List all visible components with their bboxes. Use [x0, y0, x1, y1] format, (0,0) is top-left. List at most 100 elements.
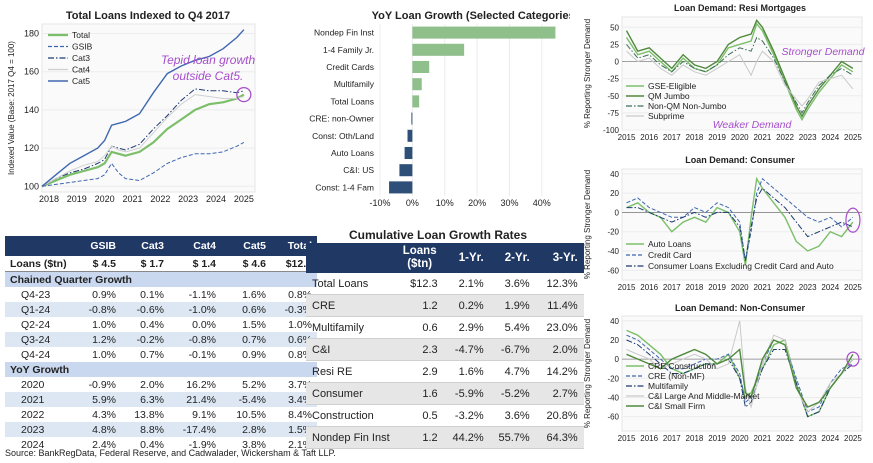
table-row: Total Loans $12.3 2.1% 3.6% 12.3%: [306, 273, 584, 295]
table-row: 2022 4.3% 13.8% 9.1% 10.5% 8.4%: [5, 407, 317, 422]
resi-mortgage-demand-chart: Loan Demand: Resi Mortgages -100 -75 -50 -25…: [583, 3, 866, 142]
cumulative-header-cell: 1-Yr.: [443, 243, 490, 273]
table-cell: $ 1.4: [169, 256, 221, 272]
y-axis-label: Indexed Value (Base: 2017 Q4 = 100): [7, 41, 16, 175]
table-cell: 10.5%: [236, 408, 266, 421]
cumulative-header-cell: 3-Yr.: [535, 243, 584, 273]
y-tick-label: -60: [607, 266, 619, 275]
bar: [412, 26, 556, 39]
x-tick-label: 2021: [122, 194, 142, 204]
table-cell: 0.6: [395, 316, 444, 339]
x-tick-label: 2021: [753, 434, 771, 443]
row-label: Loans ($tn): [5, 256, 73, 272]
bar: [407, 129, 413, 142]
source-note: Source: BankRegData, Federal Reserve, an…: [5, 448, 336, 458]
x-tick-label: 30%: [500, 198, 518, 208]
x-tick-label: 2025: [844, 133, 862, 142]
legend-label: Consumer Loans Excluding Credit Card and…: [648, 261, 834, 271]
x-tick-label: 40%: [533, 198, 551, 208]
plot-area: [41, 23, 256, 193]
table-cell: 2.9%: [443, 316, 490, 339]
y-tick-label: 0: [615, 208, 620, 217]
row-label: Q1-24: [5, 302, 73, 317]
table-cell: -0.9%: [88, 378, 116, 391]
table-cell: 0.4%: [140, 438, 164, 451]
x-tick-label: 2023: [799, 133, 817, 142]
table-cell: -6.7%: [489, 338, 536, 361]
x-tick-label: 2019: [708, 283, 726, 292]
legend-label: Subprime: [648, 111, 685, 121]
row-label: Resi RE: [306, 360, 396, 383]
table-row: Q4-23 0.9% 0.1% -1.1% 1.6% 0.8%: [5, 287, 317, 302]
row-label: Total Loans: [306, 273, 396, 295]
table-cell: -0.6%: [121, 302, 169, 317]
summary-header-row: GSIB Cat3 Cat4 Cat5 Total: [5, 236, 317, 256]
table-cell: 6.3%: [121, 392, 169, 407]
row-label: 2024: [21, 438, 45, 451]
table-row: 2023 4.8% 8.8% -17.4% 2.8% 1.5%: [5, 422, 317, 437]
table-cell: -0.1%: [188, 348, 216, 361]
table-cell: 0.6%: [221, 302, 271, 317]
x-tick-label: 2022: [776, 434, 794, 443]
cumulative-header-cell: Loans ($tn): [395, 243, 444, 273]
table-cell: 1.6%: [443, 360, 490, 383]
series-line: [626, 339, 854, 418]
row-label: 2020: [21, 378, 45, 391]
table-cell: 16.2%: [186, 378, 216, 391]
y-tick-label: -75: [607, 109, 619, 118]
row-label: Q3-24: [5, 332, 73, 347]
cumulative-header-cell: 2-Yr.: [489, 243, 536, 273]
table-cell: 0.5: [395, 404, 444, 427]
table-cell: $ 4.5: [73, 256, 121, 272]
row-label: 2022: [21, 408, 45, 421]
y-tick-label: 0: [615, 355, 620, 364]
table-cell: 2.3: [395, 338, 444, 361]
legend-label: Auto Loans: [648, 239, 691, 249]
table-cell: 64.3%: [535, 426, 584, 449]
cumulative-table-container: Cumulative Loan Growth Rates Loans ($tn)…: [306, 228, 584, 449]
bar: [412, 95, 420, 108]
table-cell: 13.8%: [134, 408, 164, 421]
annotation-stronger: Stronger Demand: [782, 46, 866, 58]
table-cell: 23.0%: [535, 316, 584, 339]
section-title: YoY Growth: [5, 362, 317, 377]
table-cell: 5.4%: [489, 316, 536, 339]
table-row: Nondep Fin Inst 1.2 44.2% 55.7% 64.3%: [306, 426, 584, 449]
chart-title: YoY Loan Growth (Selected Categories): [372, 10, 570, 22]
category-label: Credit Cards: [326, 62, 374, 72]
table-cell: 1.2: [395, 426, 444, 449]
y-tick-label: -60: [607, 413, 619, 422]
legend-label: Cat4: [72, 65, 90, 75]
table-cell: -0.2%: [121, 332, 169, 347]
x-tick-label: 2022: [150, 194, 170, 204]
x-tick-label: 2017: [663, 434, 681, 443]
y-axis-label: % Reporting Stronger Demand: [583, 319, 592, 428]
table-cell: -1.0%: [169, 302, 221, 317]
row-label: Construction: [306, 404, 396, 427]
table-cell: 2.9: [395, 360, 444, 383]
table-cell: 3.8%: [242, 438, 266, 451]
x-tick-label: 20%: [468, 198, 486, 208]
table-cell: 1.6%: [242, 288, 266, 301]
category-label: Auto Loans: [331, 148, 374, 158]
legend-label: Cat3: [72, 53, 90, 63]
legend-label: QM Jumbo: [648, 91, 690, 101]
section-header-row: YoY Growth: [5, 362, 317, 377]
y-tick-label: 160: [24, 67, 39, 77]
section-header-row: Chained Quarter Growth: [5, 271, 317, 287]
category-label: Const: 1-4 Fam: [315, 182, 374, 192]
table-cell: -0.8%: [169, 332, 221, 347]
chart-title: Loan Demand: Resi Mortgages: [674, 3, 806, 13]
legend-label: GSE-Eligible: [648, 81, 696, 91]
x-tick-label: 2025: [234, 194, 254, 204]
table-cell: 14.2%: [535, 360, 584, 383]
summary-header-cell: Total: [271, 236, 317, 256]
table-cell: 0.9%: [242, 348, 266, 361]
table-cell: -5.4%: [221, 392, 271, 407]
chart-title: Loan Demand: Non-Consumer: [675, 303, 806, 313]
x-tick-label: 2017: [663, 133, 681, 142]
x-tick-label: 2024: [821, 133, 839, 142]
table-row: Q3-24 1.2% -0.2% -0.8% 0.7% 0.6%: [5, 332, 317, 347]
nonconsumer-demand-chart: Loan Demand: Non-Consumer -60 -40 -20 0 20 40 2…: [583, 303, 863, 443]
cumulative-header-row: Loans ($tn) 1-Yr. 2-Yr. 3-Yr.: [306, 243, 584, 273]
